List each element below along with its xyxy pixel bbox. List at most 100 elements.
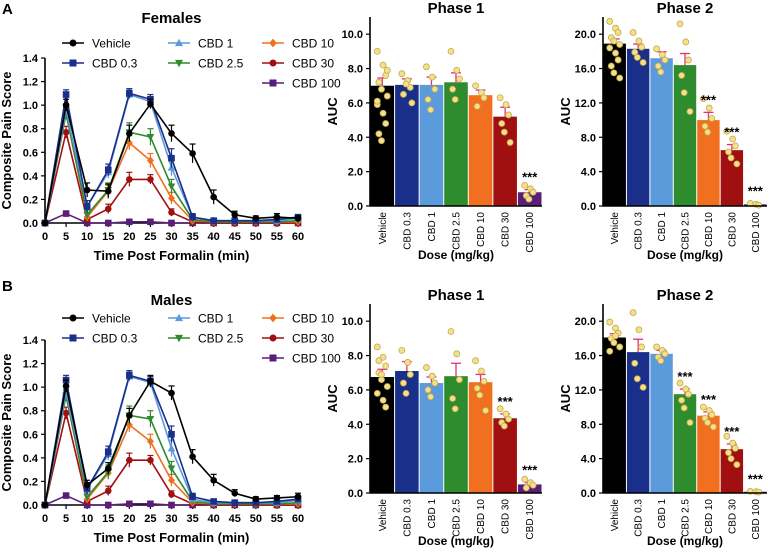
individual-point bbox=[522, 484, 530, 492]
y-tick-label: 4.0 bbox=[348, 419, 363, 431]
individual-point bbox=[606, 44, 614, 52]
y-tick-label: 16.0 bbox=[575, 351, 596, 363]
x-tick-label: 15 bbox=[102, 513, 114, 525]
data-point bbox=[168, 476, 175, 485]
x-tick-label: 45 bbox=[229, 231, 241, 243]
individual-point bbox=[427, 393, 435, 401]
category-label: CBD 2.5 bbox=[452, 212, 463, 250]
data-point bbox=[189, 213, 196, 221]
legend-marker bbox=[174, 334, 184, 343]
data-point bbox=[104, 465, 112, 472]
x-tick-label: 5 bbox=[63, 231, 69, 243]
legend-item: CBD 2.5 bbox=[168, 332, 244, 346]
y-tick-label: 2.0 bbox=[348, 454, 363, 466]
y-tick-label: 4.0 bbox=[581, 167, 596, 179]
data-point bbox=[83, 203, 91, 210]
y-tick-label: 1.4 bbox=[23, 335, 39, 347]
individual-point bbox=[496, 94, 504, 102]
y-tick-label: 10.0 bbox=[342, 29, 363, 41]
y-tick-label: 8.0 bbox=[581, 419, 596, 431]
x-tick-label: 40 bbox=[208, 513, 220, 525]
x-tick-label: 45 bbox=[229, 513, 241, 525]
legend-label: CBD 30 bbox=[292, 332, 334, 346]
data-point bbox=[273, 498, 281, 505]
significance-label: *** bbox=[748, 183, 764, 198]
legend-item: CBD 1 bbox=[168, 37, 234, 51]
data-point bbox=[147, 377, 154, 385]
category-label: CBD 0.3 bbox=[634, 212, 645, 250]
y-tick-label: 0.0 bbox=[348, 201, 363, 213]
individual-point bbox=[661, 350, 669, 358]
data-point bbox=[147, 456, 154, 464]
individual-point bbox=[428, 73, 436, 81]
y-tick-label: 0.8 bbox=[23, 124, 38, 136]
data-point bbox=[126, 90, 133, 97]
males-phase1: Phase 1 *** *** 0.0 2.0 4.0 6.0 8.0 10.0 Vehicle C… bbox=[325, 287, 542, 548]
data-point bbox=[189, 493, 196, 501]
data-point bbox=[62, 210, 70, 217]
data-point bbox=[83, 501, 91, 509]
individual-point bbox=[472, 357, 479, 365]
significance-label: *** bbox=[724, 125, 740, 140]
bar bbox=[650, 353, 673, 493]
x-tick-label: 25 bbox=[144, 231, 156, 243]
data-point bbox=[168, 430, 175, 438]
x-tick-label: 50 bbox=[250, 513, 262, 525]
x-tick-label: 55 bbox=[271, 513, 283, 525]
individual-point bbox=[379, 61, 387, 69]
data-point bbox=[147, 176, 154, 183]
data-point bbox=[62, 382, 70, 390]
x-tick-label: 15 bbox=[102, 231, 114, 243]
data-point bbox=[104, 501, 112, 509]
individual-point bbox=[375, 357, 383, 365]
y-axis-label: AUC bbox=[325, 384, 340, 413]
y-axis-label: Composite Pain Score bbox=[0, 72, 14, 210]
legend-item: CBD 10 bbox=[262, 312, 334, 326]
chart-title: Phase 1 bbox=[428, 0, 485, 17]
individual-point bbox=[373, 47, 381, 55]
category-label: CBD 2.5 bbox=[681, 212, 692, 250]
data-point bbox=[146, 437, 154, 446]
individual-point bbox=[610, 69, 618, 77]
individual-point bbox=[612, 49, 619, 57]
legend-item: CBD 10 bbox=[262, 37, 334, 51]
bar bbox=[697, 415, 720, 493]
x-tick-label: 10 bbox=[81, 231, 93, 243]
data-point bbox=[273, 494, 281, 502]
y-tick-label: 20.0 bbox=[575, 29, 596, 41]
category-label: CBD 0.3 bbox=[402, 499, 413, 537]
individual-point bbox=[629, 29, 637, 36]
data-point bbox=[62, 492, 70, 499]
category-label: CBD 10 bbox=[476, 499, 487, 534]
legend-marker bbox=[69, 314, 77, 322]
legend-marker bbox=[269, 59, 277, 67]
data-point bbox=[146, 156, 154, 165]
individual-point bbox=[480, 94, 488, 102]
individual-point bbox=[453, 350, 461, 358]
significance-label: *** bbox=[677, 369, 693, 384]
category-label: CBD 100 bbox=[751, 212, 762, 253]
females-timecourse: Females 0.0 0.2 0.4 0.6 0.8 1.0 1.2 1.4 0 5 10 15 20 2… bbox=[0, 10, 341, 263]
individual-point bbox=[685, 56, 692, 64]
legend-marker bbox=[269, 38, 277, 48]
y-tick-label: 1.0 bbox=[23, 100, 38, 112]
y-tick-label: 0.0 bbox=[348, 488, 363, 500]
category-label: CBD 1 bbox=[427, 212, 438, 242]
individual-point bbox=[639, 59, 647, 66]
individual-point bbox=[700, 95, 707, 103]
category-label: CBD 100 bbox=[751, 499, 762, 540]
data-point bbox=[210, 217, 217, 224]
x-axis-label: Dose (mg/kg) bbox=[647, 248, 723, 262]
x-tick-label: 0 bbox=[42, 231, 48, 243]
category-label: CBD 30 bbox=[727, 212, 738, 247]
individual-point bbox=[521, 181, 529, 189]
data-point bbox=[104, 166, 112, 174]
individual-point bbox=[529, 188, 537, 196]
legend-label: CBD 100 bbox=[292, 77, 341, 91]
data-point bbox=[147, 218, 154, 226]
legend: Vehicle CBD 1 CBD 10 CBD 0.3 CBD 2.5 CBD 30 CB… bbox=[62, 37, 341, 91]
data-point bbox=[104, 205, 112, 213]
y-tick-label: 1.2 bbox=[23, 77, 38, 89]
individual-point bbox=[402, 389, 410, 397]
y-tick-label: 1.4 bbox=[23, 53, 39, 65]
